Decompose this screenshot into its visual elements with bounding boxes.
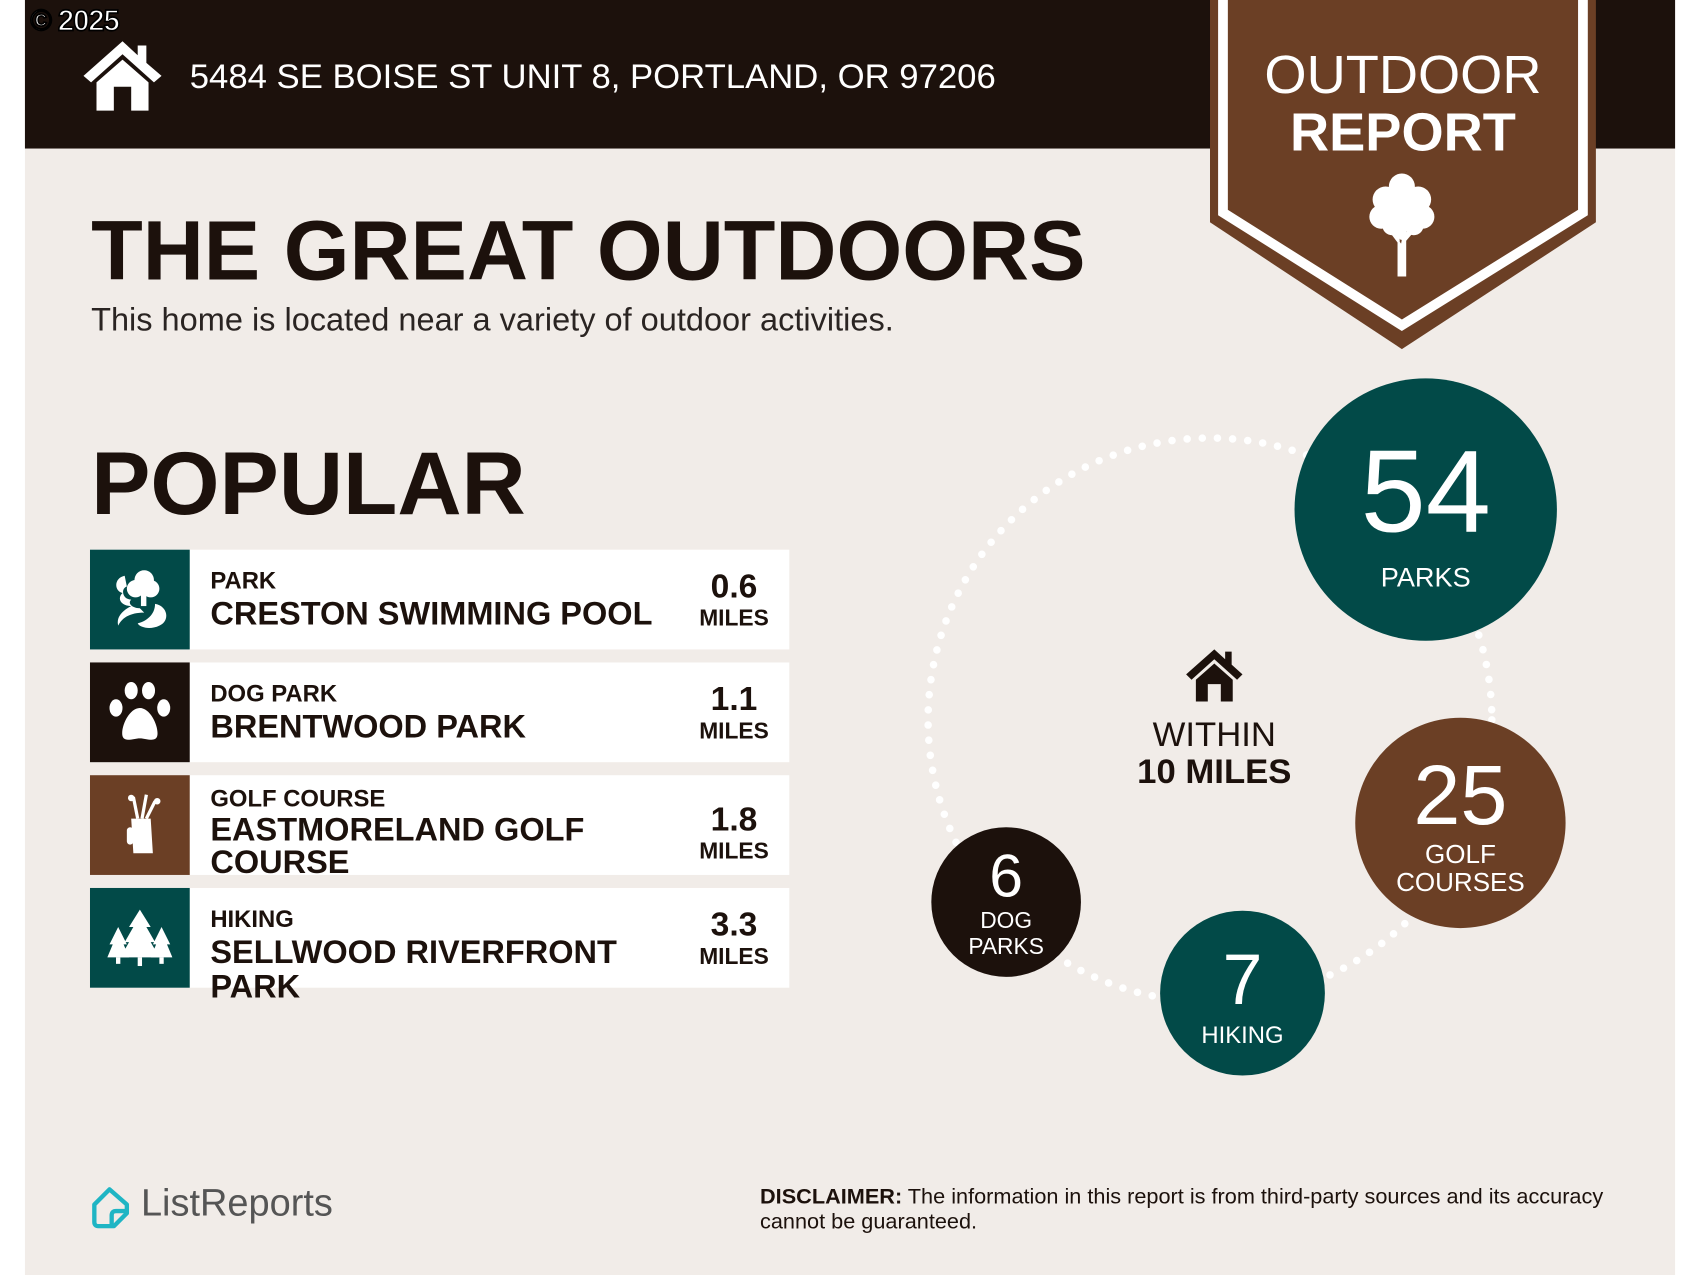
golf-icon-box xyxy=(89,775,190,875)
item-category: GOLF COURSE xyxy=(210,784,386,813)
hiking-count-label: HIKING xyxy=(1201,1021,1284,1049)
golf-count: 25 xyxy=(1413,747,1508,843)
property-address: 5484 SE BOISE ST UNIT 8, PORTLAND, OR 97… xyxy=(189,56,996,96)
item-name: EASTMORELAND GOLF COURSE xyxy=(210,812,585,881)
badge-title-line1: OUTDOOR xyxy=(1264,44,1542,106)
item-name: BRENTWOOD PARK xyxy=(210,709,526,745)
badge-title-line2: REPORT xyxy=(1289,101,1516,163)
hiking-count-circle: 7 HIKING xyxy=(1160,910,1325,1076)
dog-parks-count-label: DOG PARKS xyxy=(968,908,1044,960)
item-category: DOG PARK xyxy=(210,679,338,707)
item-distance: 3.3 xyxy=(710,905,758,944)
golf-bag-icon xyxy=(126,794,161,854)
item-distance: 1.1 xyxy=(710,679,758,718)
hiking-icon-box xyxy=(89,887,190,988)
paw-icon xyxy=(109,681,171,740)
copyright: © 2025 xyxy=(30,4,121,38)
listreports-logo-icon xyxy=(92,1187,130,1229)
list-item: DOG PARK BRENTWOOD PARK 1.1 MILES xyxy=(89,662,790,763)
parks-count-circle: 54 PARKS xyxy=(1294,378,1557,641)
park-icon-box xyxy=(89,549,190,650)
item-distance-unit: MILES xyxy=(699,944,769,970)
disclaimer-text: The information in this report is from t… xyxy=(760,1185,1604,1234)
item-category: HIKING xyxy=(210,905,294,933)
park-icon xyxy=(116,570,167,628)
disclaimer: DISCLAIMER: The information in this repo… xyxy=(760,1185,1627,1235)
within-label: WITHIN 10 MILES xyxy=(1106,716,1323,790)
dog-parks-count: 6 xyxy=(989,841,1024,910)
disclaimer-label: DISCLAIMER: xyxy=(760,1185,903,1209)
page-title: THE GREAT OUTDOORS xyxy=(91,202,1086,299)
brand-name: ListReports xyxy=(140,1181,333,1225)
dog-parks-count-circle: 6 DOG PARKS xyxy=(931,827,1081,977)
item-distance: 1.8 xyxy=(710,800,758,839)
within-line1: WITHIN xyxy=(1152,714,1276,754)
item-name: SELLWOOD RIVERFRONT PARK xyxy=(210,934,617,1006)
item-distance-unit: MILES xyxy=(699,606,769,632)
list-item: HIKING SELLWOOD RIVERFRONT PARK 3.3 MILE… xyxy=(89,887,790,1005)
popular-heading: POPULAR xyxy=(91,434,526,534)
item-distance: 0.6 xyxy=(710,567,758,605)
paw-icon-box xyxy=(89,662,190,763)
list-item: GOLF COURSE EASTMORELAND GOLF COURSE 1.8… xyxy=(89,775,790,879)
page-subtitle: This home is located near a variety of o… xyxy=(91,302,894,339)
house-icon xyxy=(1186,649,1243,702)
golf-count-circle: 25 GOLF COURSES xyxy=(1355,717,1566,929)
list-item: PARK CRESTON SWIMMING POOL 0.6 MILES xyxy=(89,549,790,650)
within-line2: 10 MILES xyxy=(1137,751,1292,791)
house-icon xyxy=(83,41,162,111)
tree-icon xyxy=(1369,173,1435,277)
item-name: CRESTON SWIMMING POOL xyxy=(210,596,653,633)
hiking-count: 7 xyxy=(1222,938,1263,1020)
item-distance-unit: MILES xyxy=(699,718,769,744)
item-distance-unit: MILES xyxy=(699,839,769,865)
parks-count-label: PARKS xyxy=(1380,562,1471,594)
pine-trees-icon xyxy=(107,909,173,967)
parks-count: 54 xyxy=(1360,425,1491,557)
golf-count-label: GOLF COURSES xyxy=(1396,840,1525,898)
item-category: PARK xyxy=(210,567,277,595)
